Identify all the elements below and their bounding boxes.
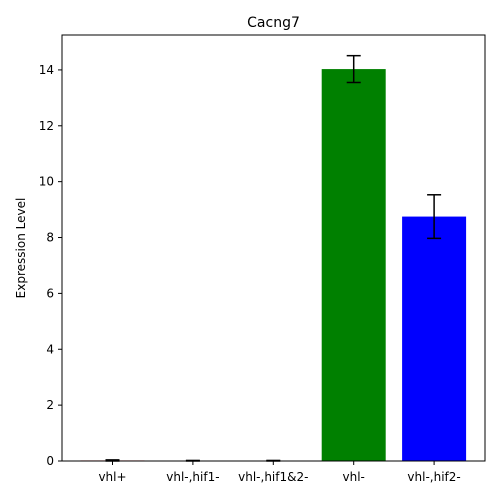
y-ticks-group: 0 2 4 6 8 10 12 14 bbox=[39, 63, 62, 468]
y-tick-label-7: 14 bbox=[39, 63, 54, 77]
y-tick-label-1: 2 bbox=[46, 398, 54, 412]
x-tick-label-2: vhl-,hif1&2- bbox=[238, 470, 308, 484]
x-tick-label-1: vhl-,hif1- bbox=[166, 470, 219, 484]
y-tick-label-2: 4 bbox=[46, 342, 54, 356]
x-tick-label-0: vhl+ bbox=[98, 470, 126, 484]
plot-frame bbox=[61, 34, 486, 462]
x-ticks-group: vhl+ vhl-,hif1- vhl-,hif1&2- vhl-vhl-,hif2- bbox=[98, 461, 461, 484]
y-axis-label: Expression Level bbox=[14, 198, 28, 299]
bar-3 bbox=[321, 69, 386, 461]
y-tick-label-0: 0 bbox=[46, 454, 54, 468]
y-tick-label-5: 10 bbox=[39, 175, 54, 189]
y-tick-label-3: 6 bbox=[46, 286, 54, 300]
bar-4 bbox=[402, 216, 467, 461]
x-tick-label-3: vhl- bbox=[343, 470, 365, 484]
y-tick-label-6: 12 bbox=[39, 119, 54, 133]
x-tick-label-4: vhl-,hif2- bbox=[407, 470, 460, 484]
chart-title: Cacng7 bbox=[247, 15, 300, 31]
bars-group bbox=[80, 69, 467, 461]
y-tick-label-4: 8 bbox=[46, 231, 54, 245]
error-bars-group bbox=[105, 54, 442, 462]
